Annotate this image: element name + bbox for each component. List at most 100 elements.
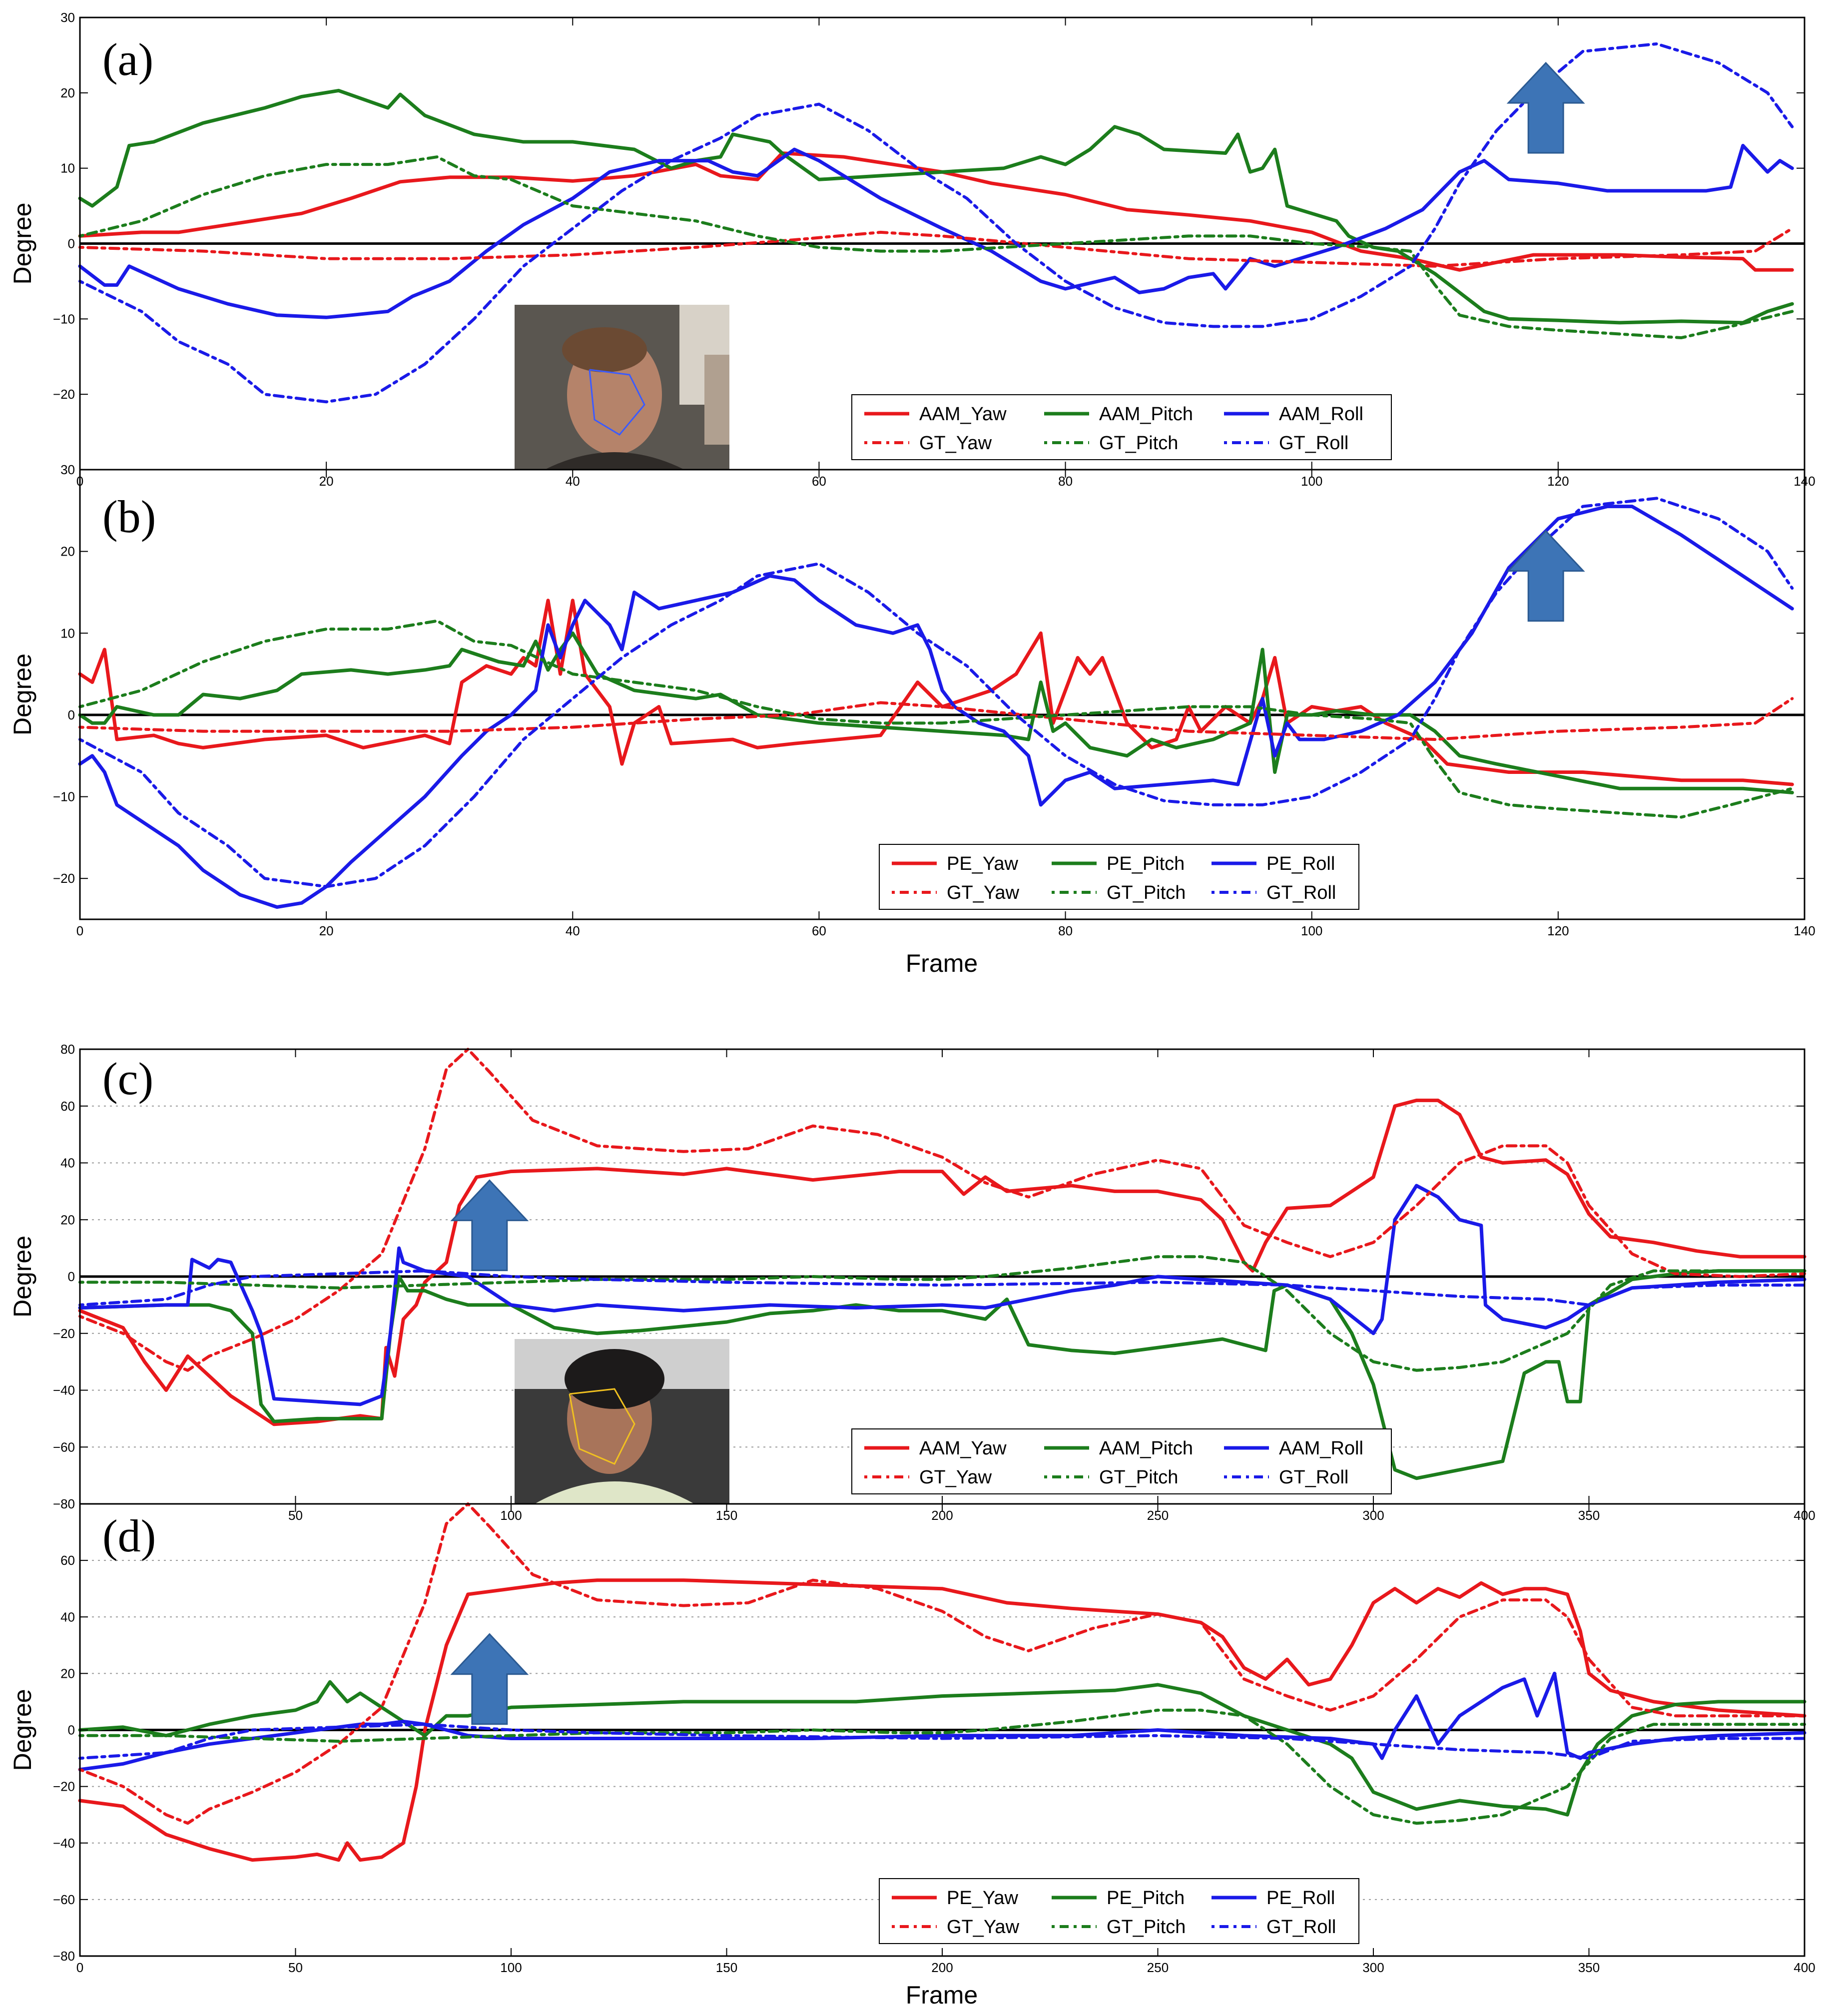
legend-label: GT_Pitch — [1099, 433, 1178, 454]
series-line-gt-yaw — [78, 1048, 1806, 1372]
y-tick-label: 60 — [60, 1099, 75, 1114]
x-axis-title: Frame — [906, 949, 978, 977]
legend-label: PE_Yaw — [947, 853, 1018, 874]
y-tick-label: −10 — [53, 789, 75, 804]
y-tick-label: 40 — [60, 1609, 75, 1624]
y-tick-label: −10 — [53, 311, 75, 326]
y-tick-label: 20 — [60, 85, 75, 100]
legend-label: GT_Pitch — [1107, 882, 1186, 903]
legend-label: PE_Roll — [1266, 1888, 1335, 1909]
y-tick-label: 40 — [60, 1156, 75, 1171]
series-line-gt-pitch — [78, 1708, 1806, 1825]
series-line-pe-pitch — [78, 1680, 1807, 1817]
up-arrow-icon — [450, 1633, 529, 1725]
x-tick-label: 350 — [1578, 1960, 1600, 1975]
legend-box — [879, 844, 1359, 910]
legend-box — [879, 1878, 1359, 1944]
chart-panel-c: 50 100 150 200 250 300 350 400−80−60−40−2002040… — [8, 1042, 1816, 1523]
photo-books — [704, 355, 729, 445]
legend-label: GT_Yaw — [919, 433, 992, 454]
x-tick-label: 150 — [716, 1960, 737, 1975]
y-tick-label: −60 — [53, 1439, 75, 1454]
photo-landmark-mesh — [589, 369, 645, 436]
legend-label: GT_Roll — [1279, 1467, 1348, 1488]
y-tick-label: −20 — [53, 387, 75, 402]
series-line-aam-yaw — [78, 1098, 1807, 1426]
legend-label: AAM_Roll — [1279, 1438, 1363, 1459]
legend-label: AAM_Pitch — [1099, 404, 1193, 425]
legend: AAM_Yaw AAM_Pitch AAM_Roll GT_Yaw GT_Pitch GT… — [851, 1428, 1392, 1494]
y-axis-title: Degree — [8, 1236, 36, 1318]
x-axis-title: Frame — [906, 1981, 978, 2009]
y-axis-title: Degree — [8, 654, 36, 735]
legend-label: GT_Yaw — [919, 1467, 992, 1488]
y-tick-label: 10 — [60, 161, 75, 176]
x-tick-label: 300 — [1362, 1960, 1384, 1975]
y-tick-label: 0 — [68, 1269, 75, 1284]
x-tick-label: 250 — [1147, 1960, 1169, 1975]
legend-label: AAM_Roll — [1279, 404, 1363, 425]
series-line-aam-pitch — [78, 1269, 1807, 1480]
legend-label: GT_Yaw — [947, 1917, 1020, 1938]
y-tick-label: −80 — [53, 1949, 75, 1964]
y-tick-label: 20 — [60, 544, 75, 559]
chart-panel-b: 0 20 40 60 80 100 120 140 −20 −10 0 10 20 Degree Frame… — [8, 469, 1816, 977]
y-tick-label: −20 — [53, 1779, 75, 1794]
series-line-gt-pitch — [78, 619, 1794, 819]
legend-label: PE_Pitch — [1107, 1888, 1185, 1909]
legend: PE_Yaw PE_Pitch PE_Roll GT_Yaw GT_Pitch GT_Ro… — [879, 844, 1359, 910]
x-tick-label: 40 — [566, 923, 580, 938]
series-line-aam-roll — [78, 1184, 1807, 1406]
series-line-pe-roll — [78, 505, 1794, 909]
x-tick-label: 120 — [1547, 923, 1569, 938]
y-tick-label: 10 — [60, 626, 75, 641]
y-tick-label: 60 — [60, 1553, 75, 1568]
up-arrow-icon — [450, 1179, 529, 1272]
legend-label: GT_Roll — [1279, 433, 1348, 454]
x-tick-label: 0 — [76, 923, 83, 938]
x-tick-label: 50 — [288, 1960, 303, 1975]
photo-shirt — [545, 452, 684, 470]
legend-label: AAM_Yaw — [919, 1438, 1007, 1459]
series-line-gt-roll — [78, 1723, 1806, 1760]
y-tick-label: −80 — [53, 1496, 75, 1511]
plot-frame — [79, 469, 1806, 920]
legend-label: PE_Roll — [1266, 853, 1335, 874]
legend-label: GT_Roll — [1266, 882, 1336, 903]
y-tick-label: 20 — [60, 1212, 75, 1227]
x-tick-label: 80 — [1058, 923, 1073, 938]
x-tick-label: 100 — [500, 1960, 522, 1975]
legend-label: GT_Yaw — [947, 882, 1020, 903]
legend-label: GT_Pitch — [1107, 1917, 1186, 1938]
series-line-gt-yaw — [78, 1502, 1806, 1825]
photo-landmark-mesh — [569, 1388, 635, 1465]
series-line-gt-roll — [78, 497, 1794, 888]
legend-box — [851, 1428, 1392, 1494]
series-line-pe-yaw — [78, 599, 1794, 786]
series-line-gt-yaw — [78, 227, 1794, 268]
series-line-aam-pitch — [78, 88, 1794, 325]
legend-label: GT_Pitch — [1099, 1467, 1178, 1488]
up-arrow-icon — [1506, 530, 1585, 622]
series-line-pe-roll — [78, 1671, 1807, 1772]
x-tick-label: 100 — [1301, 923, 1322, 938]
y-tick-label: 20 — [60, 1666, 75, 1681]
legend-box — [851, 394, 1392, 460]
panel-label: (b) — [102, 491, 156, 542]
legend-label: GT_Roll — [1266, 1917, 1336, 1938]
photo-shirt — [535, 1481, 694, 1504]
series-line-gt-roll — [78, 1269, 1806, 1307]
panel-label: (a) — [102, 34, 153, 85]
chart-panel-d: 0 50 100 150 200 250 300 350 400 −80 −60 −40 −20 0 20 4… — [8, 1502, 1816, 2009]
photo-hair — [565, 1349, 664, 1409]
x-tick-label: 0 — [76, 1960, 83, 1975]
y-tick-label: 0 — [68, 1723, 75, 1738]
y-tick-label: −40 — [53, 1836, 75, 1851]
panel-label: (d) — [102, 1510, 156, 1561]
y-tick-label: −20 — [53, 1326, 75, 1341]
legend: PE_Yaw PE_Pitch PE_Roll GT_Yaw GT_Pitch GT_Ro… — [879, 1878, 1359, 1944]
series-line-pe-pitch — [78, 631, 1794, 794]
legend: AAM_Yaw AAM_Pitch AAM_Roll GT_Yaw GT_Pitch GT… — [851, 394, 1392, 460]
x-tick-label: 140 — [1794, 923, 1815, 938]
legend-label: PE_Yaw — [947, 1888, 1018, 1909]
